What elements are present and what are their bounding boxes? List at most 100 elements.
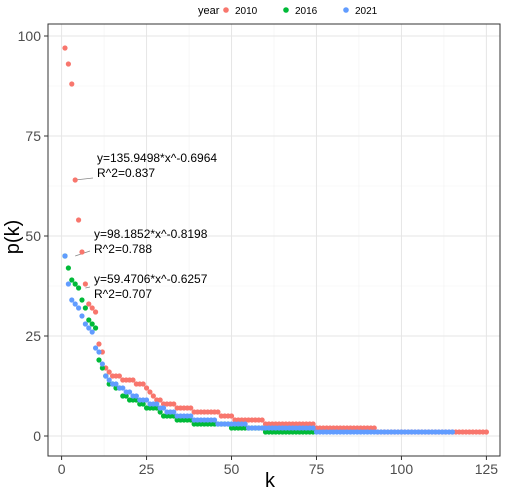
data-point-2021 xyxy=(449,429,456,435)
x-tick-label: 100 xyxy=(390,461,414,477)
data-point-2016 xyxy=(82,305,88,311)
data-point-2016 xyxy=(86,317,92,323)
annotation-r2-2021: R^2=0.707 xyxy=(94,287,152,301)
x-axis-label: k xyxy=(265,470,276,491)
data-point-2021 xyxy=(96,349,102,355)
legend-label-2021: 2021 xyxy=(355,6,378,17)
y-tick-label: 0 xyxy=(33,428,41,444)
data-point-2021 xyxy=(120,385,126,391)
data-point-2016 xyxy=(75,285,82,291)
annotation-leader-2021 xyxy=(85,286,91,289)
annotation-equation-2016: y=98.1852*x^-0.8198 xyxy=(94,227,208,241)
data-point-2010 xyxy=(215,409,221,415)
data-point-2010 xyxy=(86,301,92,307)
y-axis: 0 25 50 75 100 xyxy=(18,28,48,444)
data-point-2010 xyxy=(65,61,71,67)
data-point-2010 xyxy=(147,389,153,395)
data-point-2010 xyxy=(150,393,156,399)
data-point-2010 xyxy=(96,341,102,347)
data-point-2021 xyxy=(82,321,88,327)
data-point-2010 xyxy=(188,405,194,411)
annotation-leader-2010 xyxy=(75,177,94,181)
y-tick-label: 25 xyxy=(25,328,41,344)
data-point-2010 xyxy=(79,249,85,255)
data-point-2010 xyxy=(371,425,377,431)
legend-marker-2010 xyxy=(223,7,229,13)
data-point-2010 xyxy=(116,373,122,379)
data-point-2010 xyxy=(106,369,112,375)
grid-major xyxy=(48,24,500,456)
legend-label-2010: 2010 xyxy=(235,6,258,17)
y-axis-label: p(k) xyxy=(2,220,24,254)
data-point-2021 xyxy=(211,417,218,423)
data-point-2021 xyxy=(126,389,133,395)
data-point-2021 xyxy=(160,405,167,411)
data-point-2010 xyxy=(72,177,78,183)
data-point-2021 xyxy=(99,361,105,367)
data-point-2016 xyxy=(99,365,105,371)
data-point-2021 xyxy=(62,253,68,259)
data-point-2021 xyxy=(89,329,95,335)
legend: year 2010 2016 2021 xyxy=(198,5,378,17)
data-point-2010 xyxy=(62,45,68,51)
data-point-2010 xyxy=(89,305,95,311)
data-point-2010 xyxy=(228,413,235,419)
data-point-2010 xyxy=(310,421,316,427)
data-point-2016 xyxy=(79,297,85,303)
data-point-2021 xyxy=(72,301,78,307)
data-point-2016 xyxy=(89,321,95,327)
y-tick-label: 75 xyxy=(25,128,41,144)
x-tick-label: 25 xyxy=(139,461,155,477)
data-point-2010 xyxy=(130,377,136,383)
data-point-2010 xyxy=(69,81,75,87)
data-point-2016 xyxy=(140,401,146,407)
data-point-2010 xyxy=(157,397,163,403)
data-point-2016 xyxy=(96,357,102,363)
data-point-2010 xyxy=(259,417,265,423)
data-point-2021 xyxy=(86,325,92,331)
annotation-r2-2010: R^2=0.837 xyxy=(97,166,155,180)
legend-marker-2016 xyxy=(283,7,289,13)
data-point-2021 xyxy=(188,413,194,419)
data-point-2021 xyxy=(92,345,99,351)
data-point-2021 xyxy=(75,305,82,311)
data-point-2010 xyxy=(82,281,88,287)
legend-marker-2021 xyxy=(343,7,349,13)
annotation-equation-2010: y=135.9498*x^-0.6964 xyxy=(97,151,217,165)
x-tick-label: 125 xyxy=(475,461,499,477)
plot-border xyxy=(47,23,501,457)
data-point-2021 xyxy=(113,381,119,387)
data-point-2016 xyxy=(69,277,75,283)
data-point-2021 xyxy=(79,313,85,319)
data-point-2016 xyxy=(157,409,163,415)
data-point-2010 xyxy=(143,385,150,391)
data-point-2016 xyxy=(65,265,71,271)
data-point-2021 xyxy=(133,393,139,399)
data-point-2010 xyxy=(140,381,146,387)
data-point-2021 xyxy=(143,397,150,403)
data-point-2016 xyxy=(72,281,78,287)
data-point-2016 xyxy=(92,325,99,331)
data-point-2010 xyxy=(171,401,177,407)
data-point-2021 xyxy=(310,425,316,431)
x-axis: 0 25 50 75 100 125 xyxy=(58,456,499,477)
data-point-2021 xyxy=(242,421,248,427)
annotation-equation-2021: y=59.4706*x^-0.6257 xyxy=(94,272,208,286)
data-points xyxy=(62,45,490,435)
annotation-r2-2016: R^2=0.788 xyxy=(94,242,152,256)
data-point-2021 xyxy=(103,373,109,379)
x-tick-label: 0 xyxy=(58,461,66,477)
data-point-2010 xyxy=(92,309,99,315)
data-point-2021 xyxy=(69,297,75,303)
grid-minor xyxy=(48,24,500,456)
data-point-2010 xyxy=(483,429,490,435)
x-tick-label: 50 xyxy=(224,461,240,477)
data-point-2021 xyxy=(106,377,112,383)
data-point-2021 xyxy=(65,281,71,287)
x-tick-label: 75 xyxy=(309,461,325,477)
y-tick-label: 100 xyxy=(18,28,42,44)
y-tick-label: 50 xyxy=(25,228,41,244)
